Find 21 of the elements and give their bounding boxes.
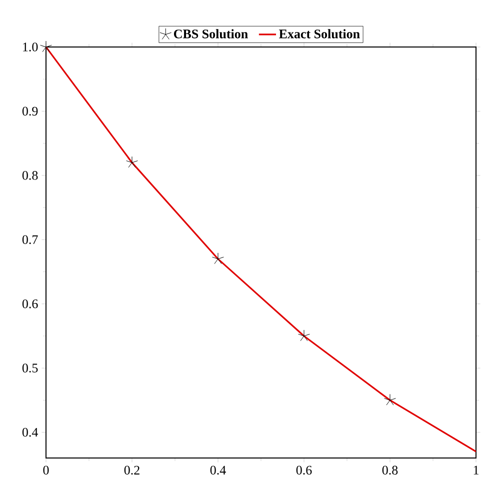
x-tick-label: 0.8 [382, 466, 398, 475]
line-series [46, 47, 476, 452]
x-tick-label: 0.2 [124, 466, 140, 475]
point [384, 394, 396, 406]
point [126, 156, 138, 168]
y-tick-label: 1.0 [23, 42, 38, 52]
point [40, 40, 52, 52]
x-tick-label: 0.4 [210, 466, 226, 475]
y-tick-label: 0.4 [22, 428, 38, 437]
point [212, 252, 224, 264]
y-tick-label: 0.7 [22, 235, 38, 244]
x-tick-label: 0.6 [296, 466, 312, 475]
y-tick-label: 0.6 [22, 299, 38, 308]
x-tick-label: 1 [474, 466, 478, 474]
legend-label: CBS Solution [174, 29, 248, 38]
legend-label: Exact Solution [279, 29, 360, 38]
point [298, 330, 310, 342]
x-tick-label: 0 [43, 466, 49, 475]
y-tick-label: 0.9 [22, 106, 38, 116]
y-tick-label: 0.8 [22, 171, 38, 180]
y-tick-label: 0.5 [22, 364, 38, 373]
